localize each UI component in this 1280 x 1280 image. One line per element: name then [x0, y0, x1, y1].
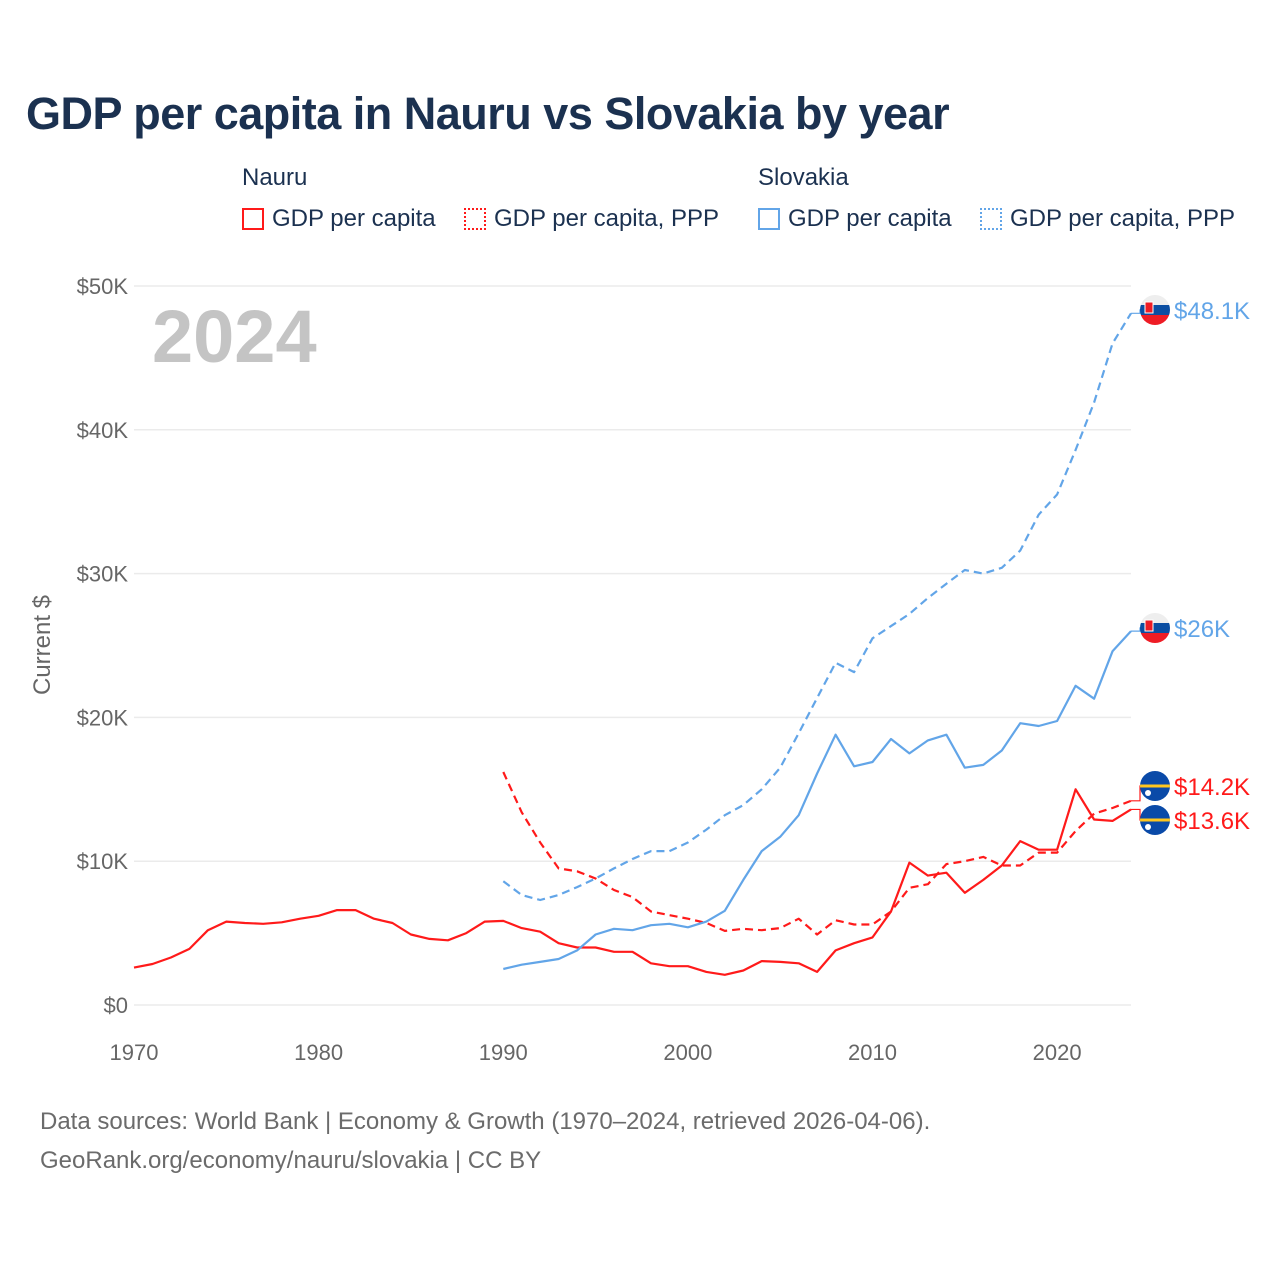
flag-stripe-blue [1140, 623, 1170, 633]
flag-stripe-white [1140, 295, 1170, 305]
series-line-slovakia-gdp-per-capita-ppp [502, 312, 1132, 902]
series-line-nauru-gdp-per-capita-ppp [502, 771, 1132, 936]
legend-slovakia-ppp[interactable]: GDP per capita, PPP [980, 205, 1235, 233]
legend-label: GDP per capita [788, 205, 952, 232]
flag-stripe-yellow [1140, 784, 1170, 788]
flag-stripe-red [1140, 315, 1170, 325]
series-line-nauru-gdp-per-capita [133, 788, 1132, 976]
flag-shield [1144, 301, 1154, 314]
nauru-flag-icon [1140, 805, 1170, 835]
flag-stripe-white [1140, 613, 1170, 623]
x-tick-label: 1980 [294, 1040, 343, 1065]
footer-link[interactable]: GeoRank.org/economy/nauru/slovakia | CC … [40, 1147, 542, 1174]
series-line-slovakia-gdp-per-capita [503, 630, 1132, 971]
nauru-flag-icon [1140, 771, 1170, 801]
y-axis-label: Current $ [29, 595, 56, 695]
y-tick-label: $20K [77, 705, 129, 730]
legend-slovakia-gdp[interactable]: GDP per capita [758, 205, 952, 233]
flag-star [1145, 824, 1151, 830]
legend-swatch-dotted-blue [980, 208, 1002, 230]
slovakia-flag-icon [1140, 295, 1170, 325]
footer-sources: Data sources: World Bank | Economy & Gro… [40, 1108, 931, 1135]
legend-label: GDP per capita, PPP [1010, 205, 1235, 232]
x-tick-label: 2010 [848, 1040, 897, 1065]
legend-swatch-solid-red [242, 208, 264, 230]
x-tick-label: 2020 [1033, 1040, 1082, 1065]
legend-label: GDP per capita, PPP [494, 205, 719, 232]
flag-shield [1144, 619, 1154, 632]
legend-label: GDP per capita [272, 205, 436, 232]
legend-nauru-ppp[interactable]: GDP per capita, PPP [464, 205, 719, 233]
x-tick-label: 1970 [110, 1040, 159, 1065]
end-value-label: $26K [1174, 616, 1230, 643]
legend-swatch-dotted-red [464, 208, 486, 230]
year-watermark: 2024 [152, 295, 317, 378]
chart-title: GDP per capita in Nauru vs Slovakia by y… [26, 88, 950, 139]
flag-stripe-yellow [1140, 818, 1170, 822]
x-tick-label: 1990 [479, 1040, 528, 1065]
legend-swatch-solid-blue [758, 208, 780, 230]
flag-stripe-red [1140, 633, 1170, 643]
end-value-label: $48.1K [1174, 298, 1250, 325]
y-tick-label: $0 [104, 993, 128, 1018]
legend-nauru-gdp[interactable]: GDP per capita [242, 205, 436, 233]
y-tick-label: $50K [77, 274, 129, 299]
end-value-label: $14.2K [1174, 774, 1250, 801]
legend-group-nauru: Nauru [242, 164, 308, 191]
x-tick-label: 2000 [663, 1040, 712, 1065]
y-tick-label: $40K [77, 418, 129, 443]
end-value-label: $13.6K [1174, 808, 1250, 835]
y-tick-label: $30K [77, 562, 129, 587]
legend-group-slovakia: Slovakia [758, 164, 849, 191]
y-tick-label: $10K [77, 849, 129, 874]
flag-stripe-blue [1140, 305, 1170, 315]
flag-star [1145, 790, 1151, 796]
slovakia-flag-icon [1140, 613, 1170, 643]
